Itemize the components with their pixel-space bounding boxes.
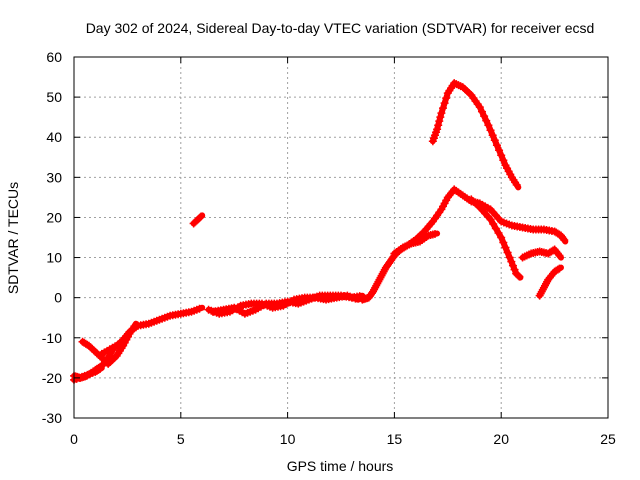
data-point [489, 219, 498, 228]
data-point [437, 109, 446, 118]
data-point [96, 364, 105, 373]
data-point [438, 104, 447, 113]
plot-frame [73, 56, 609, 419]
data-point [495, 146, 504, 155]
x-tick-label: 0 [70, 431, 78, 447]
data-point [196, 213, 205, 222]
series-loop-segment [78, 320, 139, 368]
data-point [475, 103, 484, 112]
data-point [486, 126, 495, 135]
series-noisy-segment-2 [204, 291, 362, 318]
data-point [499, 156, 508, 165]
data-point [435, 117, 444, 126]
series-drop-segment [467, 195, 524, 281]
data-point [197, 212, 206, 221]
y-tick-label: 30 [46, 169, 62, 185]
y-tick-label: -20 [42, 370, 62, 386]
grid-lines [74, 57, 608, 418]
data-point [492, 141, 501, 150]
axis-ticks: 0 5 10 15 20 25 -30 -20 -10 0 10 20 30 40 50 60 [42, 49, 616, 447]
y-tick-label: 0 [54, 290, 62, 306]
y-tick-label: 60 [46, 49, 62, 65]
data-point [555, 251, 564, 260]
chart-title: Day 302 of 2024, Sidereal Day-to-day VTE… [86, 20, 595, 36]
data-point [499, 238, 508, 247]
data-point [195, 304, 204, 313]
series-outlier-segment [189, 212, 206, 228]
data-point [553, 265, 562, 274]
series-short-segment [97, 338, 127, 358]
data-point [436, 113, 445, 122]
data-point [501, 243, 510, 252]
y-tick-label: 10 [46, 250, 62, 266]
data-point [555, 264, 564, 273]
data-point [433, 125, 442, 134]
x-tick-label: 20 [493, 431, 509, 447]
y-tick-label: -10 [42, 330, 62, 346]
data-point [130, 322, 139, 331]
data-point [442, 94, 451, 103]
data-point [507, 257, 516, 266]
data-point [94, 365, 103, 374]
series-rise-segment [358, 185, 569, 304]
data-point [430, 229, 439, 238]
series-line [71, 304, 206, 381]
data-point [488, 131, 497, 140]
y-tick-label: 40 [46, 129, 62, 145]
data-point [434, 121, 443, 130]
x-tick-label: 25 [600, 431, 616, 447]
data-point [116, 339, 125, 348]
data-point [351, 294, 360, 303]
data-point [491, 224, 500, 233]
data-point [508, 261, 517, 270]
series-line [359, 186, 569, 303]
data-point [494, 228, 503, 237]
series-end-segment [535, 264, 564, 300]
data-point [503, 248, 512, 257]
y-tick-label: 50 [46, 89, 62, 105]
data-point [559, 234, 568, 243]
data-point [477, 107, 486, 116]
data-point [560, 236, 569, 245]
data-point [482, 116, 491, 125]
y-axis-label: SDTVAR / TECUs [5, 182, 21, 294]
data-point [515, 272, 524, 281]
series-peak-segment [428, 79, 522, 191]
data-point [486, 215, 495, 224]
series-side-segment [390, 229, 441, 258]
data-point [484, 121, 493, 130]
data-point [497, 151, 506, 160]
data-point [512, 180, 521, 189]
data-point [480, 112, 489, 121]
data-point [497, 233, 506, 242]
series-tail-segment [518, 245, 564, 262]
data-point [510, 265, 519, 274]
x-axis-label: GPS time / hours [287, 458, 394, 474]
x-tick-label: 5 [177, 431, 185, 447]
data-point [505, 253, 514, 262]
x-tick-label: 10 [280, 431, 296, 447]
data-point [440, 99, 449, 108]
y-tick-label: 20 [46, 209, 62, 225]
data-point [490, 136, 499, 145]
x-tick-label: 15 [387, 431, 403, 447]
data-point [514, 271, 523, 280]
y-tick-label: -30 [42, 410, 62, 426]
